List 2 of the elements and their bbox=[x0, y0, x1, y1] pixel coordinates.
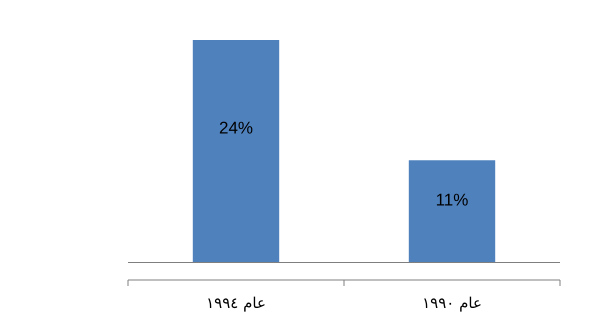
data-label: 24% bbox=[218, 118, 254, 138]
data-label: 11% bbox=[436, 190, 468, 210]
